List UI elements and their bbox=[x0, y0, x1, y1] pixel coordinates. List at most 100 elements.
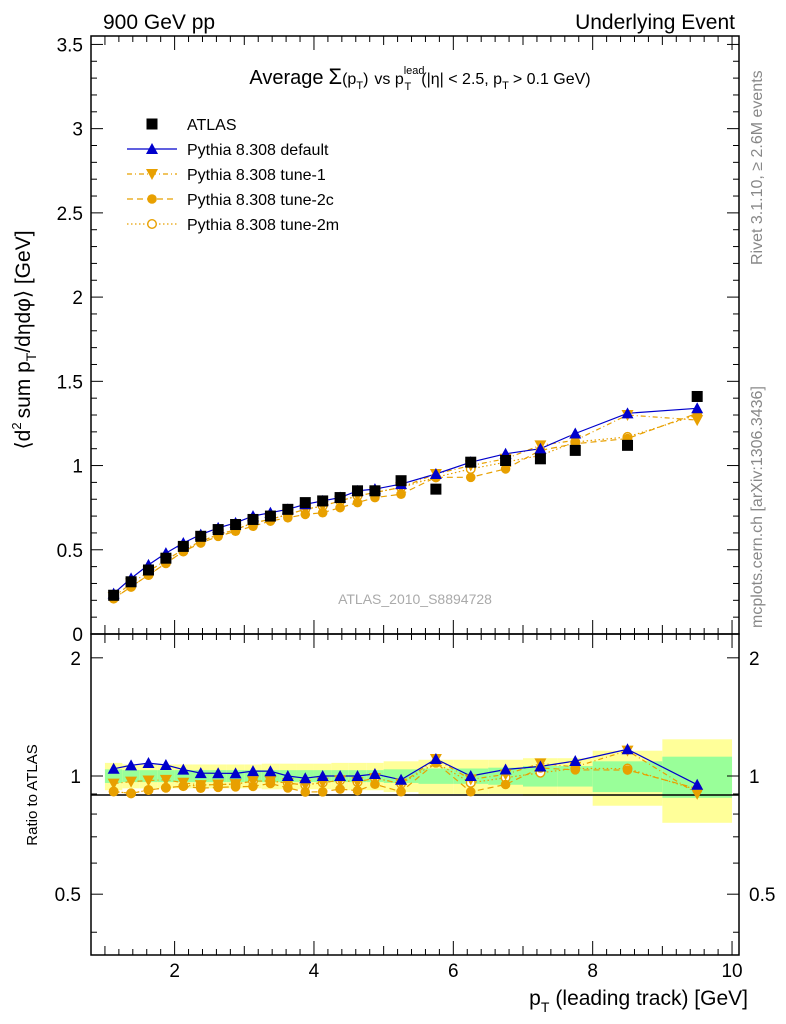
chart-title: Average Σ(pT) vs plead T (|η| < 2.5, pT > 0.1… bbox=[249, 64, 590, 93]
ratio-band-inner-1 bbox=[122, 770, 140, 783]
point-pythia-8-308-tune-2c-18 bbox=[465, 472, 476, 483]
rivet-version-text: Rivet 3.1.10, ≥ 2.6M events bbox=[749, 70, 766, 265]
x-axis-label: pT (leading track) [GeV] bbox=[529, 987, 748, 1015]
ratio-point-pythia-8-308-tune-1-5 bbox=[194, 780, 207, 792]
point-atlas-7 bbox=[230, 519, 242, 531]
ratio-point-pythia-8-308-default-4 bbox=[177, 763, 190, 775]
y-tick-label: 0.5 bbox=[57, 541, 83, 562]
ratio-point-pythia-8-308-default-20 bbox=[534, 760, 547, 772]
point-atlas-17 bbox=[430, 483, 442, 495]
point-atlas-4 bbox=[177, 540, 189, 552]
ratio-band-inner-17 bbox=[418, 768, 454, 784]
point-atlas-19 bbox=[500, 454, 512, 466]
ratio-point-pythia-8-308-default-10 bbox=[281, 770, 294, 782]
legend-marker-atlas bbox=[146, 118, 158, 130]
ratio-point-pythia-8-308-default-22 bbox=[621, 743, 634, 755]
y-tick-label: 1 bbox=[72, 457, 83, 478]
ratio-point-pythia-8-308-tune-1-4 bbox=[177, 777, 190, 789]
ratio-point-pythia-8-308-tune-1-9 bbox=[264, 775, 277, 787]
x-tick-label: 2 bbox=[169, 961, 180, 982]
point-pythia-8-308-default-23 bbox=[691, 402, 704, 414]
ratio-y-tick-label-right: 0.5 bbox=[749, 885, 775, 906]
legend-label-pythia-8-308-tune-2m: Pythia 8.308 tune-2m bbox=[187, 217, 339, 234]
ratio-point-pythia-8-308-tune-2c-15 bbox=[370, 779, 380, 790]
legend-marker-pythia-8-308-default bbox=[146, 143, 158, 154]
point-atlas-14 bbox=[352, 485, 364, 497]
point-atlas-3 bbox=[160, 552, 172, 564]
ratio-point-pythia-8-308-default-19 bbox=[499, 763, 512, 775]
ratio-point-pythia-8-308-tune-2c-2 bbox=[143, 785, 154, 795]
legend-marker-pythia-8-308-tune-2m bbox=[146, 218, 157, 229]
ratio-point-pythia-8-308-default-5 bbox=[194, 767, 207, 779]
header-right: Underlying Event bbox=[575, 11, 735, 34]
ratio-y-tick-label-right: 2 bbox=[749, 649, 760, 670]
y-tick-label: 3.5 bbox=[57, 35, 83, 56]
ratio-point-pythia-8-308-tune-2c-1 bbox=[126, 788, 136, 799]
ratio-y-tick-label: 1 bbox=[70, 767, 81, 788]
legend-marker-pythia-8-308-tune-2c bbox=[147, 194, 157, 204]
point-atlas-0 bbox=[108, 589, 120, 601]
point-atlas-12 bbox=[317, 495, 329, 507]
x-tick-label: 10 bbox=[721, 961, 742, 982]
ratio-line-pythia-8-308-default bbox=[113, 748, 698, 786]
point-pythia-8-308-default-20 bbox=[534, 442, 547, 454]
point-pythia-8-308-tune-2c-12 bbox=[317, 507, 328, 518]
series-line-pythia-8-308-tune-2m bbox=[113, 414, 698, 600]
ratio-point-pythia-8-308-default-2 bbox=[142, 757, 155, 769]
point-atlas-15 bbox=[369, 485, 381, 497]
legend-label-pythia-8-308-default: Pythia 8.308 default bbox=[187, 142, 329, 159]
point-atlas-22 bbox=[622, 439, 634, 451]
ratio-point-pythia-8-308-tune-2c-13 bbox=[335, 784, 345, 794]
legend-label-atlas: ATLAS bbox=[187, 117, 237, 134]
ratio-point-pythia-8-308-default-14 bbox=[351, 770, 364, 782]
ratio-point-pythia-8-308-tune-1-6 bbox=[212, 779, 225, 791]
y-tick-label: 0 bbox=[72, 625, 83, 646]
ratio-point-pythia-8-308-tune-1-7 bbox=[229, 779, 242, 791]
point-atlas-1 bbox=[125, 576, 137, 588]
y-tick-label: 2.5 bbox=[57, 204, 83, 225]
analysis-id: ATLAS_2010_S8894728 bbox=[338, 591, 492, 607]
y-axis-label: ⟨d2sum pT/dηdφ⟩ [GeV] bbox=[9, 230, 39, 449]
ratio-point-pythia-8-308-default-11 bbox=[299, 772, 312, 784]
point-atlas-10 bbox=[282, 503, 294, 515]
ratio-point-pythia-8-308-default-9 bbox=[264, 765, 277, 777]
ratio-point-pythia-8-308-tune-2c-19 bbox=[500, 779, 511, 790]
ratio-point-pythia-8-308-default-3 bbox=[159, 759, 172, 771]
ratio-point-pythia-8-308-default-6 bbox=[212, 767, 225, 779]
ratio-point-pythia-8-308-default-0 bbox=[107, 762, 120, 774]
ratio-point-pythia-8-308-tune-1-0 bbox=[107, 778, 120, 790]
ratio-point-pythia-8-308-default-15 bbox=[368, 768, 381, 780]
point-pythia-8-308-default-21 bbox=[569, 427, 582, 439]
ratio-point-pythia-8-308-default-18 bbox=[464, 770, 477, 782]
ratio-point-pythia-8-308-tune-2c-16 bbox=[396, 786, 406, 797]
point-atlas-16 bbox=[395, 475, 407, 487]
ratio-point-pythia-8-308-tune-2c-14 bbox=[352, 785, 363, 796]
ratio-point-pythia-8-308-default-17 bbox=[429, 753, 442, 765]
point-atlas-2 bbox=[142, 564, 154, 576]
ratio-point-pythia-8-308-tune-2c-12 bbox=[317, 787, 328, 797]
ratio-point-pythia-8-308-tune-2c-11 bbox=[300, 787, 311, 797]
x-tick-label: 4 bbox=[309, 961, 320, 982]
ratio-point-pythia-8-308-default-12 bbox=[316, 770, 329, 782]
ratio-point-pythia-8-308-tune-1-3 bbox=[159, 774, 172, 786]
series-line-pythia-8-308-tune-1 bbox=[113, 414, 698, 598]
ratio-point-pythia-8-308-tune-1-1 bbox=[125, 776, 138, 788]
ratio-y-tick-label-right: 1 bbox=[749, 767, 760, 788]
point-pythia-8-308-tune-2c-19 bbox=[500, 464, 511, 474]
ratio-band-inner-4 bbox=[174, 770, 193, 783]
series-line-pythia-8-308-default bbox=[113, 407, 698, 595]
ratio-point-pythia-8-308-default-8 bbox=[247, 765, 259, 777]
header-left: 900 GeV pp bbox=[103, 11, 215, 34]
ratio-point-pythia-8-308-default-13 bbox=[334, 770, 347, 782]
ratio-band-inner-21 bbox=[557, 766, 593, 787]
point-pythia-8-308-tune-1-23 bbox=[691, 415, 704, 427]
ratio-axis-label: Ratio to ATLAS bbox=[24, 744, 41, 845]
ratio-y-tick-label: 2 bbox=[70, 649, 81, 670]
ratio-panel-frame bbox=[90, 633, 740, 956]
ratio-point-pythia-8-308-default-16 bbox=[395, 773, 408, 785]
ratio-point-pythia-8-308-tune-1-2 bbox=[142, 775, 155, 787]
ratio-point-pythia-8-308-tune-2c-22 bbox=[622, 765, 633, 775]
point-atlas-21 bbox=[569, 444, 581, 456]
ratio-point-pythia-8-308-default-7 bbox=[229, 767, 242, 779]
legend-label-pythia-8-308-tune-2c: Pythia 8.308 tune-2c bbox=[187, 192, 334, 209]
